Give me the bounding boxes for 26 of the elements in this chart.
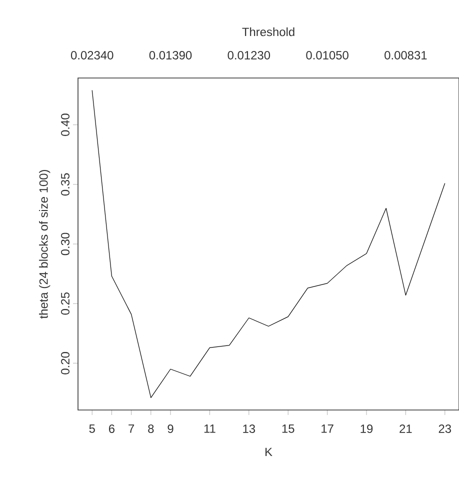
x2-axis-title: Threshold <box>242 27 294 36</box>
x-tick-label: 13 <box>243 424 256 433</box>
x-tick-label: 17 <box>322 424 334 433</box>
x-tick-label: 6 <box>108 424 115 433</box>
text: 0.01050 <box>306 51 348 60</box>
text: 0.01390 <box>149 51 192 60</box>
text: 0.00831 <box>384 51 427 60</box>
x-tick-label: 5 <box>89 424 95 433</box>
y-tick-label: 0.35 <box>61 173 70 196</box>
x-tick-label: 23 <box>438 424 452 433</box>
y-tick-label: 0.25 <box>61 292 70 315</box>
y-tick-label: 0.20 <box>61 352 70 374</box>
line-series <box>92 90 446 398</box>
x-tick-label: 9 <box>168 424 174 433</box>
text: 0.02340 <box>70 51 114 60</box>
x-tick-label: 7 <box>128 424 134 433</box>
y-tick-label: 0.40 <box>61 114 70 136</box>
x-tick-label: 11 <box>204 424 216 433</box>
x-tick-label: 15 <box>282 424 294 433</box>
x-tick-label: 19 <box>360 424 373 433</box>
x-tick-label: 21 <box>400 424 412 433</box>
x-axis-title: K <box>266 448 272 456</box>
y-tick-label: 0.30 <box>61 232 70 256</box>
text: 0.01230 <box>228 51 270 60</box>
y-axis-title: theta (24 blocks of size 100) <box>39 170 50 319</box>
x-tick-label: 8 <box>148 424 154 433</box>
